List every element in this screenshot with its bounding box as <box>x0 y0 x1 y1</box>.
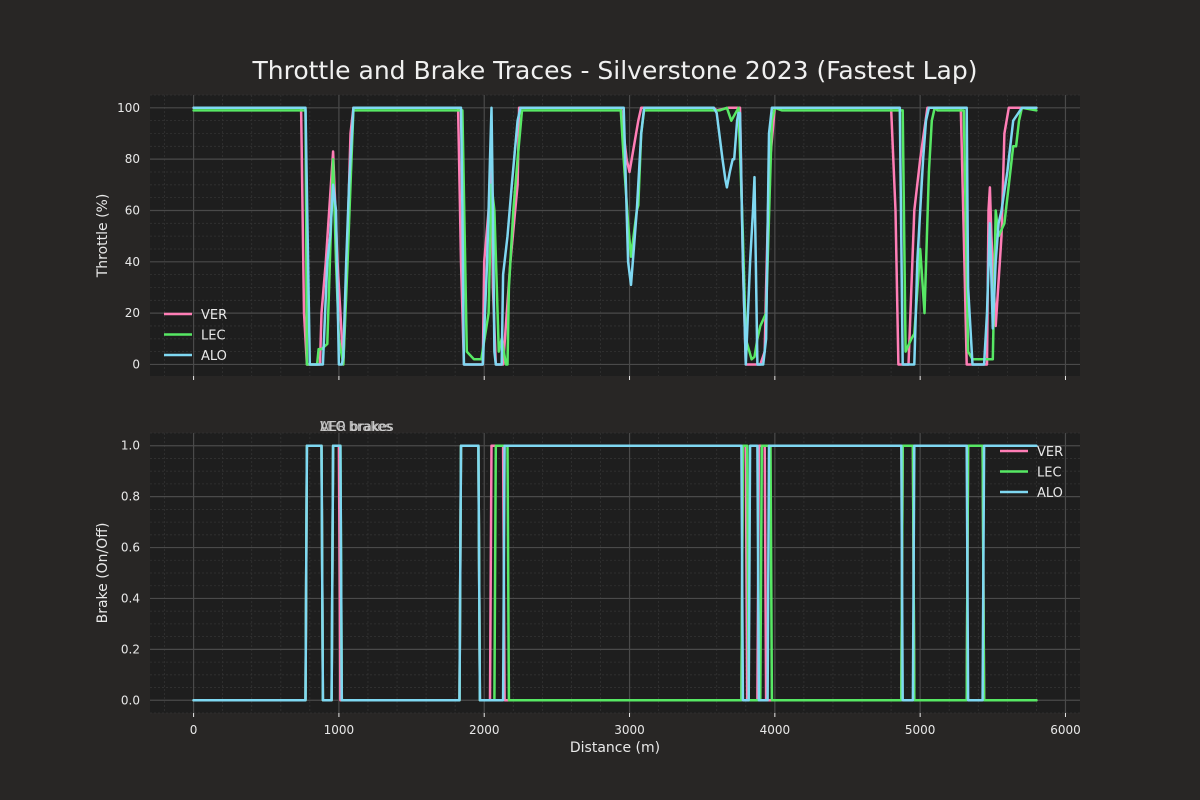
x-tick-label: 1000 <box>324 723 355 737</box>
x-tick-label: 2000 <box>469 723 500 737</box>
brake-legend-label-lec: LEC <box>1037 466 1062 481</box>
brake-legend-label-ver: VER <box>1037 445 1063 460</box>
throttle-legend-label-ver: VER <box>201 308 227 323</box>
brake-y-tick-label: 0.2 <box>121 642 140 656</box>
brake-y-tick-label: 0.4 <box>121 591 140 605</box>
throttle-y-tick-label: 20 <box>125 306 140 320</box>
x-tick-label: 0 <box>190 723 198 737</box>
x-axis-label: Distance (m) <box>570 740 660 756</box>
throttle-panel: 0 20 40 60 80 100 Throttle (%) VER LEC ALO <box>95 94 1080 380</box>
x-tick-label: 5000 <box>905 723 936 737</box>
brake-legend-label-alo: ALO <box>1037 486 1063 501</box>
throttle-plot-area <box>150 95 1080 376</box>
brake-series-group <box>192 444 1038 702</box>
throttle-legend-label-lec: LEC <box>201 329 226 344</box>
brake-y-tick-label: 0.0 <box>121 693 140 707</box>
throttle-y-tick-label: 40 <box>125 255 140 269</box>
brake-annotation-0: VER brakes <box>320 420 394 435</box>
brake-series-alo <box>192 444 1038 702</box>
brake-annotation-2: ALO brakes <box>320 420 394 435</box>
x-tick-label: 3000 <box>614 723 645 737</box>
x-tick-label: 6000 <box>1050 723 1081 737</box>
throttle-series-group <box>192 106 1038 366</box>
throttle-y-tick-label: 0 <box>132 357 140 371</box>
brake-panel: 0 1000 2000 3000 4000 5000 6000 0.0 0.2 0.4 0.6 0.8… <box>95 420 1081 737</box>
throttle-y-tick-label: 60 <box>125 203 140 217</box>
throttle-y-axis-label: Throttle (%) <box>95 194 111 279</box>
brake-y-tick-label: 0.6 <box>121 541 140 555</box>
throttle-legend-label-alo: ALO <box>201 349 227 364</box>
brake-y-tick-label: 0.8 <box>121 490 140 504</box>
brake-y-tick-label: 1.0 <box>121 439 140 453</box>
brake-annotation-1: LEC brakes <box>320 420 392 435</box>
brake-y-axis-label: Brake (On/Off) <box>95 523 111 624</box>
throttle-series-alo <box>192 106 1038 366</box>
x-tick-label: 4000 <box>760 723 791 737</box>
throttle-y-tick-label: 80 <box>125 152 140 166</box>
chart-title: Throttle and Brake Traces - Silverstone … <box>251 56 977 85</box>
throttle-y-tick-label: 100 <box>117 101 140 115</box>
